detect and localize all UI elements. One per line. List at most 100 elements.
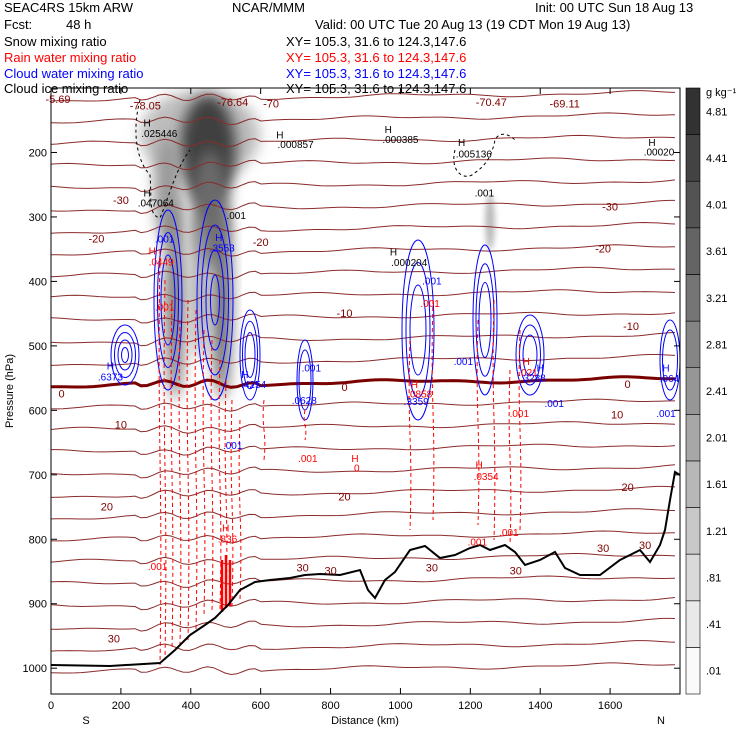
isotherm-12 [51,354,676,366]
rain-contour-4 [186,299,190,641]
rain-contours [158,249,522,666]
cloud-water-contour-3-0 [239,309,261,401]
terrain-line [51,470,680,668]
cloud-water-contour-2-2 [205,249,225,351]
snow-label-9: .005136 [456,150,493,161]
y-tick-label-3: 500 [29,341,47,353]
x-tick-label-8: 1600 [598,700,622,712]
colorbar-swatch-4 [685,460,701,508]
cloud-water-label-0: H [107,362,114,373]
cloud-water-contour-0-1 [114,332,136,378]
snow-label-12: H [648,138,655,149]
isotherm-15 [51,421,676,434]
rain-contour-8 [218,359,222,611]
cloud-water-contour-5-2 [409,284,427,376]
rain-label-10: 0 [354,464,360,475]
isotherm-label-23: 30 [510,566,522,578]
y-tick-label-7: 900 [29,599,47,611]
y-tick-label-1: 300 [29,212,47,224]
isotherm-22 [51,575,676,588]
isotherm-label-0: -78.05 [130,100,161,112]
isotherm-label-15: 0 [625,379,631,391]
snow-label-1: .025446 [141,129,178,140]
snow-label-11: .001 [226,211,246,222]
plot-frame [50,87,681,695]
rain-contour-1 [163,279,167,661]
isotherm-label-17: 10 [611,410,623,422]
snow-label-15: .000204 [391,258,428,269]
isotherm-3 [51,157,676,171]
cloud-water-label-2: .001 [155,235,175,246]
snow-label-3: .047064 [138,199,175,210]
cloud-water-label-17: .001 [656,409,676,420]
cloud-water-contour-0-3 [121,347,129,363]
cloud-water-contour-0-0 [110,324,140,386]
cloud-water-label-16: H [662,364,669,375]
colorbar: .01 .41 .81 1.21 1.61 2.01 2.41 2.81 3.21 3.61 4.0… [685,87,737,695]
isotherm-label-12: -10 [623,321,639,333]
rain-label-11: .001 [298,454,318,465]
rain-contour-5 [194,309,198,631]
isotherm-24 [51,617,676,632]
cloud-water-contour-8-1 [662,329,678,391]
isotherm-5 [51,199,675,215]
isotherm-label-10: -20 [595,243,611,255]
isotherm-9 [51,289,676,303]
snow-label-6: H [385,125,392,136]
colorbar-swatch-12 [685,87,701,135]
rain-contour-18 [508,369,512,546]
isotherm-label-22: 30 [426,563,438,575]
snow-label-10: .001 [475,188,495,199]
isotherm-16 [51,443,676,456]
isotherm-label-19: 20 [338,492,350,504]
model-label: SEAC4RS 15km ARW [4,0,134,15]
colorbar-label-3: 1.21 [706,526,727,538]
isotherm-label-3: -70.47 [476,97,507,109]
colorbar-swatch-10 [685,180,701,229]
cloud-water-label-7: .001 [302,364,322,375]
snow-label-7: .000385 [382,135,419,146]
cloud-water-contour-2-1 [201,224,229,376]
isotherm-label-14: 0 [341,382,347,394]
x-tick-label-2: 400 [182,700,200,712]
isotherm-lines [51,90,676,676]
colorbar-swatch-0 [685,647,701,695]
isotherm-label-25: 30 [639,540,651,552]
isotherm-0 [51,90,676,102]
isotherm-label-11: -10 [337,308,353,320]
isotherm-label-4: -69.11 [550,98,580,110]
colorbar-swatch-9 [685,227,701,275]
snow-column-right [212,200,232,400]
colorbar-label-4: 1.61 [706,479,727,491]
x-tick-label-7: 1400 [528,700,552,712]
isotherm-label-16: 10 [115,419,127,431]
isotherm-26 [51,662,676,676]
cloud-water-contour-7-0 [515,314,545,396]
rain-label-14: .001 [468,538,488,549]
rain-label-5: .836 [218,535,238,546]
y-axis-title: Pressure (hPa) [4,354,16,428]
fcst-value: 48 h [66,17,92,32]
isotherm-10 [51,311,676,324]
cloud-water-contour-5-0 [401,239,435,421]
colorbar-label-8: 3.21 [706,293,727,305]
isotherm-19 [51,508,675,520]
isotherm-4 [51,179,676,192]
cloud-water-contour-6-2 [478,282,492,358]
cloud-water-label-4: .3553 [210,244,235,255]
rain-contour-11 [238,419,242,601]
rain-label-17: H [523,357,530,368]
colorbar-swatch-6 [685,367,701,415]
colorbar-label-6: 2.41 [706,386,727,398]
colorbar-swatch-1 [685,600,701,648]
x-tick-label-6: 1200 [458,700,482,712]
center-label: NCAR/MMM [232,0,305,15]
rain-label-7: .0858 [407,389,432,400]
rain-contour-15 [431,299,435,521]
isotherm-25 [51,640,676,652]
terrain [51,470,680,668]
colorbar-label-12: 4.81 [706,106,727,118]
rain-core [220,555,232,612]
isotherm-14 [51,398,675,412]
field-snow-name: Snow mixing ratio [4,34,107,49]
